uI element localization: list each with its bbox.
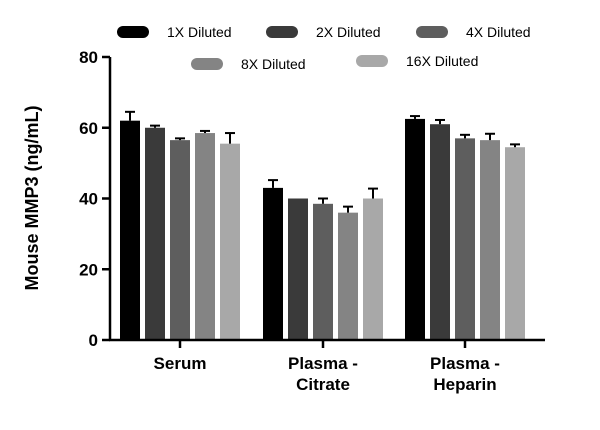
legend-label: 1X Diluted — [167, 24, 232, 40]
bar-4x-diluted — [313, 203, 333, 340]
bar-1x-diluted — [120, 120, 140, 340]
x-axis: Serum Plasma - Citrate Plasma - Heparin — [109, 338, 545, 394]
legend-label: 4X Diluted — [466, 24, 531, 40]
legend-label: 16X Diluted — [406, 53, 478, 69]
x-tick-label: Heparin — [433, 375, 496, 394]
bar-2x-diluted — [145, 127, 165, 340]
bars — [120, 110, 525, 341]
bar-1x-diluted — [405, 118, 425, 340]
bar-4x-diluted — [170, 140, 190, 340]
legend-label: 8X Diluted — [241, 56, 306, 72]
y-tick-label: 0 — [89, 331, 98, 350]
bar-1x-diluted — [263, 187, 283, 340]
y-tick-label: 20 — [79, 260, 98, 279]
bar-16x-diluted — [505, 147, 525, 340]
bar-8x-diluted — [338, 212, 358, 340]
legend-swatch — [117, 26, 149, 38]
legend-item: 2X Diluted — [266, 24, 381, 40]
y-tick-label: 40 — [79, 190, 98, 209]
legend-item: 4X Diluted — [416, 24, 531, 40]
y-tick-label: 60 — [79, 119, 98, 138]
bar-2x-diluted — [288, 198, 308, 340]
x-tick-label: Citrate — [296, 375, 350, 394]
legend-item: 16X Diluted — [356, 53, 478, 69]
legend-item: 8X Diluted — [191, 56, 306, 72]
y-axis: 0 20 40 60 80 — [79, 48, 112, 350]
x-tick-label: Plasma - — [288, 354, 358, 373]
bar-16x-diluted — [363, 198, 383, 340]
bar-16x-diluted — [220, 143, 240, 340]
legend-swatch — [191, 58, 223, 70]
bar-2x-diluted — [430, 124, 450, 341]
legend-label: 2X Diluted — [316, 24, 381, 40]
y-tick-label: 80 — [79, 48, 98, 67]
legend: 1X Diluted 2X Diluted 4X Diluted 8X Diluted… — [117, 24, 531, 72]
y-axis-label: Mouse MMP3 (ng/mL) — [22, 106, 42, 291]
legend-swatch — [416, 26, 448, 38]
legend-swatch — [356, 55, 388, 67]
bar-8x-diluted — [195, 133, 215, 340]
legend-item: 1X Diluted — [117, 24, 232, 40]
legend-swatch — [266, 26, 298, 38]
bar-4x-diluted — [455, 138, 475, 340]
x-tick-label: Serum — [154, 354, 207, 373]
bar-8x-diluted — [480, 140, 500, 340]
x-tick-label: Plasma - — [430, 354, 500, 373]
